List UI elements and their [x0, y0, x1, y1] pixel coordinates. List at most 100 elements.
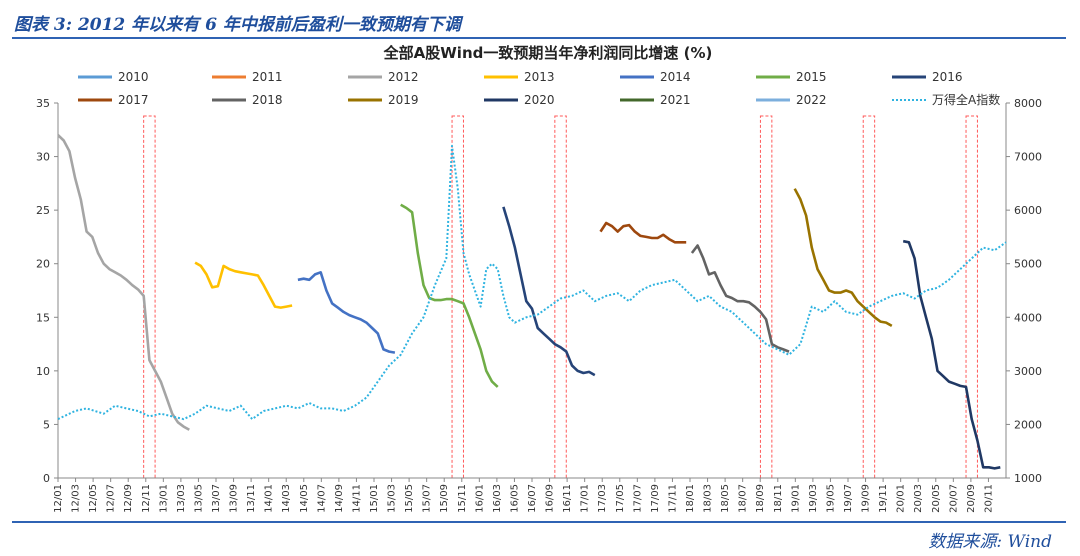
x-tick-label: 19/09 — [861, 484, 872, 513]
x-tick-label: 16/07 — [527, 484, 538, 513]
x-tick-label: 13/05 — [193, 484, 204, 513]
series-line-2013 — [194, 261, 293, 309]
x-tick-label: 16/11 — [562, 484, 573, 513]
x-tick-label: 14/11 — [351, 484, 362, 513]
legend-label: 2019 — [388, 93, 419, 107]
x-tick-label: 12/11 — [141, 484, 152, 513]
x-tick-label: 12/05 — [88, 484, 99, 513]
figure-caption: 图表 3: 2012 年以来有 6 年中报前后盈利一致预期有下调 — [14, 15, 461, 35]
bottom-rule — [12, 521, 1066, 523]
legend-label: 2016 — [932, 70, 963, 84]
legend-label: 2010 — [118, 70, 149, 84]
chart-title: 全部A股Wind一致预期当年净利润同比增速 (%) — [383, 44, 713, 62]
x-tick-label: 15/03 — [387, 484, 398, 513]
x-tick-label: 17/11 — [667, 484, 678, 513]
series-line-2012 — [57, 134, 190, 431]
series-line-2020 — [902, 239, 1001, 470]
x-tick-label: 20/03 — [913, 484, 924, 513]
series-line-2019 — [793, 188, 893, 328]
right-tick-label: 7000 — [1014, 151, 1042, 164]
left-tick-label: 25 — [36, 204, 50, 217]
x-tick-label: 15/07 — [422, 484, 433, 513]
x-tick-label: 19/11 — [878, 484, 889, 513]
x-tick-label: 14/09 — [334, 484, 345, 513]
x-tick-label: 19/07 — [843, 484, 854, 513]
left-tick-label: 10 — [36, 365, 50, 378]
x-tick-label: 12/07 — [106, 484, 117, 513]
x-tick-label: 18/07 — [738, 484, 749, 513]
x-tick-label: 16/09 — [545, 484, 556, 513]
legend-label: 2020 — [524, 93, 555, 107]
x-tick-label: 13/07 — [211, 484, 222, 513]
data-source: 数据来源: Wind — [928, 532, 1052, 552]
x-tick-label: 16/01 — [474, 484, 485, 513]
right-tick-label: 3000 — [1014, 365, 1042, 378]
midyear-report-marker — [759, 115, 773, 479]
midyear-report-marker — [862, 115, 876, 479]
x-tick-label: 14/01 — [264, 484, 275, 513]
legend-label: 2013 — [524, 70, 555, 84]
left-tick-label: 30 — [36, 151, 50, 164]
legend-label: 2012 — [388, 70, 419, 84]
right-tick-label: 8000 — [1014, 97, 1042, 110]
x-tick-label: 15/09 — [439, 484, 450, 513]
right-tick-label: 6000 — [1014, 204, 1042, 217]
x-tick-label: 12/03 — [71, 484, 82, 513]
left-tick-label: 20 — [36, 258, 50, 271]
series-line-2017 — [599, 221, 687, 244]
x-tick-label: 19/05 — [825, 484, 836, 513]
x-tick-label: 15/05 — [404, 484, 415, 513]
series-line-2018 — [690, 244, 790, 353]
legend-label: 万得全A指数 — [932, 92, 1000, 107]
x-tick-label: 13/11 — [246, 484, 257, 513]
right-tick-label: 5000 — [1014, 258, 1042, 271]
left-tick-label: 5 — [43, 418, 50, 431]
left-tick-label: 35 — [36, 97, 50, 110]
x-tick-label: 15/01 — [369, 484, 380, 513]
x-tick-label: 18/03 — [703, 484, 714, 513]
series-line-2014 — [297, 271, 396, 354]
x-tick-label: 20/09 — [966, 484, 977, 513]
x-tick-label: 13/01 — [158, 484, 169, 513]
midyear-report-marker — [554, 115, 567, 479]
x-tick-label: 19/01 — [790, 484, 801, 513]
right-tick-label: 1000 — [1014, 472, 1042, 485]
x-tick-label: 20/11 — [983, 484, 994, 513]
x-tick-label: 17/07 — [632, 484, 643, 513]
x-tick-label: 13/09 — [229, 484, 240, 513]
x-tick-label: 18/01 — [685, 484, 696, 513]
x-tick-label: 16/03 — [492, 484, 503, 513]
midyear-report-marker — [965, 115, 978, 479]
x-tick-label: 20/01 — [896, 484, 907, 513]
x-tick-label: 15/11 — [457, 484, 468, 513]
x-tick-label: 12/01 — [53, 484, 64, 513]
x-tick-label: 18/05 — [720, 484, 731, 513]
x-tick-label: 14/07 — [316, 484, 327, 513]
top-rule — [12, 37, 1066, 39]
left-tick-label: 0 — [43, 472, 50, 485]
series-line-2015 — [400, 203, 499, 388]
x-tick-label: 17/01 — [580, 484, 591, 513]
x-tick-label: 14/03 — [281, 484, 292, 513]
series-line-2016 — [502, 206, 596, 377]
legend-label: 2022 — [796, 93, 827, 107]
legend-label: 2011 — [252, 70, 283, 84]
x-tick-label: 19/03 — [808, 484, 819, 513]
x-tick-label: 16/05 — [509, 484, 520, 513]
right-tick-label: 4000 — [1014, 311, 1042, 324]
profit-growth-chart: 全部A股Wind一致预期当年净利润同比增速 (%) 0 5 10 15 20 25 30 35… — [36, 44, 1042, 513]
series-line-万得全A指数 — [57, 144, 1007, 421]
x-tick-label: 12/09 — [123, 484, 134, 513]
x-tick-label: 17/05 — [615, 484, 626, 513]
x-tick-label: 14/05 — [299, 484, 310, 513]
left-tick-label: 15 — [36, 311, 50, 324]
legend-label: 2018 — [252, 93, 283, 107]
midyear-report-marker — [143, 115, 156, 479]
x-tick-label: 18/11 — [773, 484, 784, 513]
right-tick-label: 2000 — [1014, 418, 1042, 431]
legend-label: 2015 — [796, 70, 827, 84]
x-tick-label: 20/05 — [931, 484, 942, 513]
legend-label: 2021 — [660, 93, 691, 107]
legend-label: 2014 — [660, 70, 691, 84]
x-tick-label: 17/03 — [597, 484, 608, 513]
